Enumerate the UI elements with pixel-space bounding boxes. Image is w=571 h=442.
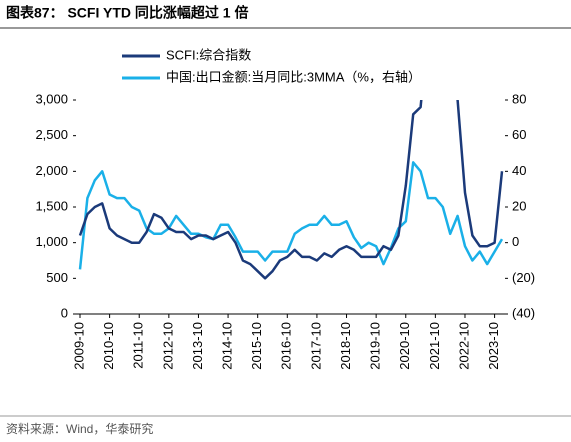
source: 资料来源：Wind，华泰研究: [6, 421, 153, 436]
chart-title: 图表87： SCFI YTD 同比涨幅超过 1 倍: [6, 5, 248, 21]
series-line: [78, 100, 504, 280]
y2-tick-label: 60: [512, 127, 526, 142]
y2-tick-label: (40): [512, 305, 535, 320]
y2-tick-label: (20): [512, 270, 535, 285]
x-tick-label: 2020-10: [397, 322, 412, 370]
y2-tick-label: 0: [512, 234, 519, 249]
x-tick-label: 2010-10: [101, 322, 116, 370]
y-tick-label: 500: [46, 270, 68, 285]
x-tick-label: 2019-10: [368, 322, 383, 370]
x-tick-label: 2012-10: [160, 322, 175, 370]
y2-tick-label: 40: [512, 163, 526, 178]
x-tick-label: 2021-10: [427, 322, 442, 370]
y-tick-label: 2,500: [35, 127, 68, 142]
x-tick-label: 2017-10: [308, 322, 323, 370]
y-tick-label: 0: [61, 305, 68, 320]
series-line: [78, 161, 504, 270]
y-tick-label: 1,500: [35, 198, 68, 213]
y-tick-label: 2,000: [35, 163, 68, 178]
x-tick-label: 2015-10: [249, 322, 264, 370]
x-tick-label: 2023-10: [486, 322, 501, 370]
y2-tick-label: 20: [512, 198, 526, 213]
plot: [78, 100, 504, 280]
legend-label: 中国:出口金额:当月同比:3MMA（%，右轴）: [166, 69, 421, 84]
x-tick-label: 2018-10: [338, 322, 353, 370]
x-tick-label: 2011-10: [131, 322, 146, 369]
y2-tick-label: 80: [512, 91, 526, 106]
x-tick-label: 2014-10: [220, 322, 235, 370]
x-tick-label: 2013-10: [190, 322, 205, 370]
y-tick-label: 1,000: [35, 234, 68, 249]
x-tick-label: 2016-10: [279, 322, 294, 370]
legend-label: SCFI:综合指数: [166, 47, 251, 62]
x-tick-label: 2009-10: [71, 322, 86, 370]
y-tick-label: 3,000: [35, 91, 68, 106]
x-tick-label: 2022-10: [456, 322, 471, 370]
